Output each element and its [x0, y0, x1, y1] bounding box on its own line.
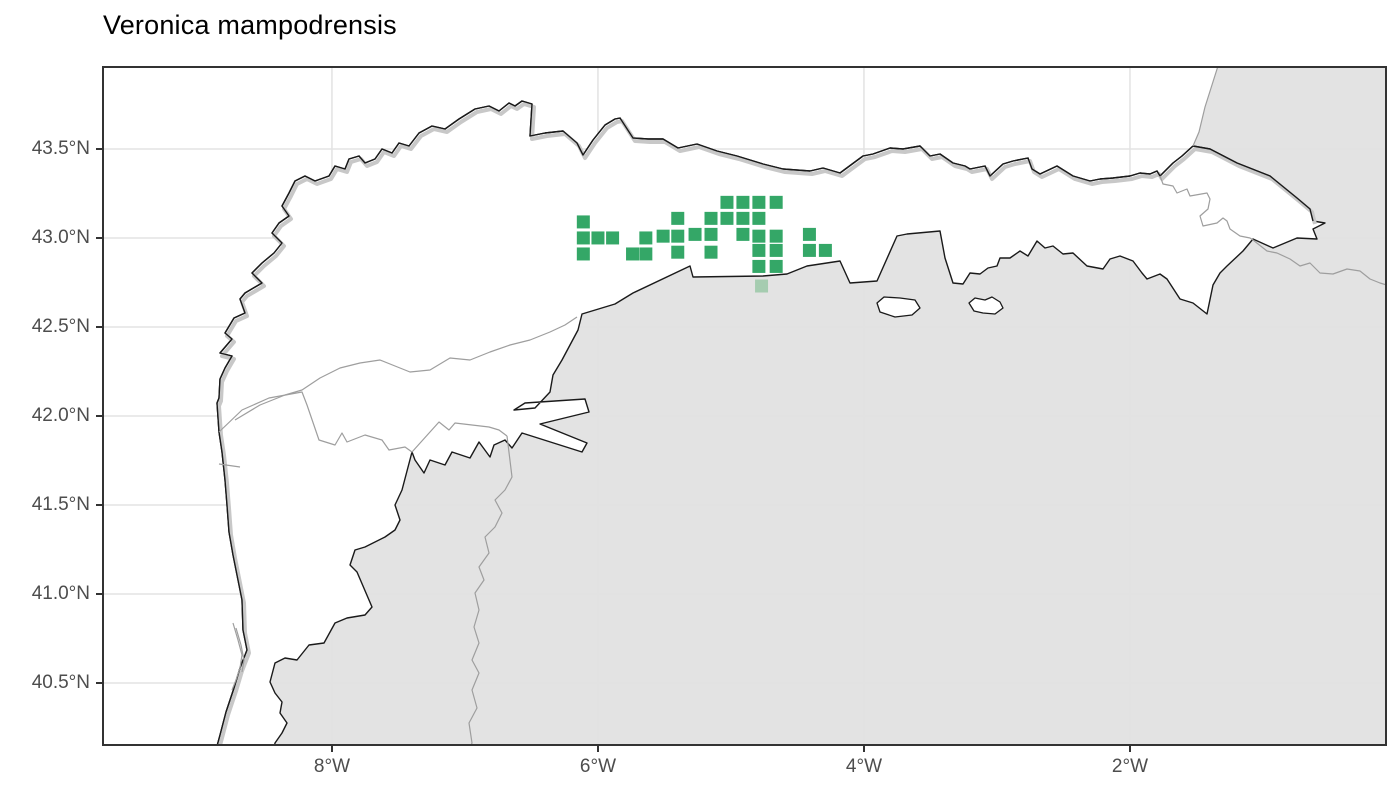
occurrence-square — [576, 215, 590, 229]
x-axis-tick — [862, 746, 865, 752]
occurrence-square — [769, 229, 783, 243]
y-axis-tick — [96, 236, 102, 239]
occurrence-square — [671, 245, 685, 259]
x-axis-tick-label: 8°W — [313, 756, 351, 777]
occurrence-square — [606, 231, 620, 245]
province-border — [1159, 175, 1254, 241]
province-border — [231, 622, 243, 691]
occurrence-square — [720, 195, 734, 209]
y-axis-tick — [96, 503, 102, 506]
y-axis-tick — [96, 592, 102, 595]
occurrence-square — [639, 247, 653, 261]
y-axis-tick-label: 43.0°N — [31, 226, 90, 248]
plot-title: Veronica mampodrensis — [103, 10, 397, 40]
occurrence-square — [818, 243, 832, 257]
occurrence-square — [704, 245, 718, 259]
occurrence-square — [688, 227, 702, 241]
enclave-region — [968, 296, 1004, 315]
enclave-region — [876, 296, 921, 318]
occurrence-square — [704, 211, 718, 225]
occurrence-square — [656, 229, 670, 243]
occurrence-square — [626, 247, 640, 261]
occurrence-square — [752, 229, 766, 243]
occurrence-square — [576, 247, 590, 261]
occurrence-square — [752, 211, 766, 225]
y-axis-tick-label: 42.0°N — [31, 404, 90, 426]
occurrence-square — [752, 259, 766, 273]
panel-border — [102, 66, 1387, 746]
occurrence-square — [671, 229, 685, 243]
y-axis-tick — [96, 325, 102, 328]
occurrence-square — [576, 231, 590, 245]
province-border — [1192, 66, 1219, 147]
province-border — [218, 463, 241, 468]
occurrence-square — [639, 231, 653, 245]
occurrence-square — [591, 231, 605, 245]
province-border — [1252, 239, 1387, 286]
province-border — [235, 627, 245, 673]
map-panel — [102, 66, 1387, 746]
occurrence-square — [736, 211, 750, 225]
map-canvas — [102, 66, 1387, 746]
y-axis-tick-label: 41.0°N — [31, 582, 90, 604]
occurrence-square — [769, 243, 783, 257]
occurrence-square — [736, 195, 750, 209]
province-border — [468, 435, 513, 746]
occurrence-square — [752, 195, 766, 209]
occurrence-square — [704, 227, 718, 241]
y-axis-tick — [96, 414, 102, 417]
x-axis-tick — [596, 746, 599, 752]
occurrence-square — [720, 211, 734, 225]
coastline-shadow — [217, 102, 1317, 746]
y-axis-tick-label: 42.5°N — [31, 315, 90, 337]
occurrence-square — [802, 243, 816, 257]
occurrence-square — [769, 195, 783, 209]
x-axis-tick — [330, 746, 333, 752]
province-border — [234, 316, 578, 421]
outer-land-region — [270, 66, 1387, 746]
y-axis-tick — [96, 147, 102, 150]
y-axis-tick-label: 40.5°N — [31, 671, 90, 693]
y-axis-tick-label: 41.5°N — [31, 493, 90, 515]
x-axis-tick-label: 4°W — [845, 756, 883, 777]
x-axis-tick — [1128, 746, 1131, 752]
x-axis-tick-label: 2°W — [1111, 756, 1149, 777]
uncertain-occurrence-square — [755, 279, 769, 293]
coastline — [216, 100, 1314, 746]
occurrence-square — [736, 227, 750, 241]
occurrence-square — [752, 243, 766, 257]
y-axis-tick-label: 43.5°N — [31, 137, 90, 159]
occurrence-square — [769, 259, 783, 273]
occurrence-square — [671, 211, 685, 225]
occurrence-square — [802, 227, 816, 241]
province-border — [218, 391, 508, 453]
y-axis-tick — [96, 681, 102, 684]
x-axis-tick-label: 6°W — [579, 756, 617, 777]
